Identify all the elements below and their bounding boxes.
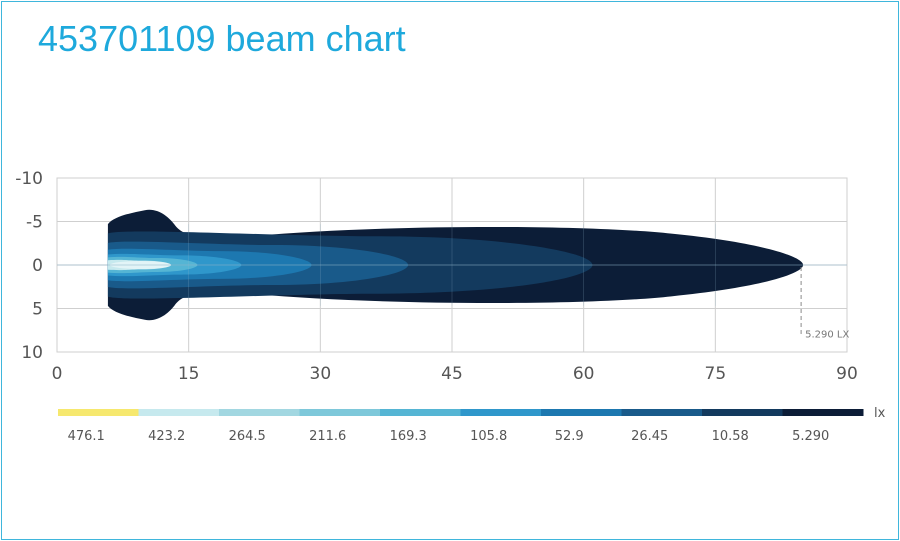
beam-pattern xyxy=(57,209,847,321)
legend-swatch xyxy=(299,409,381,416)
x-tick-label: 15 xyxy=(178,364,200,384)
legend-swatch xyxy=(702,409,783,416)
x-tick-label: 30 xyxy=(310,364,332,384)
x-tick-label: 45 xyxy=(441,364,463,384)
chart-title: 453701109 beam chart xyxy=(38,18,406,59)
legend-label: 476.1 xyxy=(68,429,105,444)
legend-label: 5.290 xyxy=(792,429,829,444)
legend-label: 264.5 xyxy=(229,429,266,444)
legend-swatch xyxy=(621,409,703,416)
legend-swatch xyxy=(58,409,139,416)
legend-unit-label: lx xyxy=(874,406,886,421)
x-tick-label: 90 xyxy=(836,364,858,384)
axes: 0 15 30 45 60 75 90 -10 -5 0 5 10 xyxy=(15,169,858,384)
annotation-label: 5.290 LX xyxy=(805,330,849,341)
y-tick-label: 10 xyxy=(21,343,43,363)
x-tick-label: 0 xyxy=(52,364,63,384)
legend-label: 26.45 xyxy=(631,429,668,444)
legend-swatch xyxy=(541,409,622,416)
x-tick-label: 75 xyxy=(705,364,727,384)
y-tick-label: 0 xyxy=(32,256,43,276)
legend-label: 105.8 xyxy=(470,429,507,444)
y-tick-label: 5 xyxy=(32,300,43,320)
legend-label: 423.2 xyxy=(148,429,185,444)
legend-swatch xyxy=(460,409,542,416)
x-tick-label: 60 xyxy=(573,364,595,384)
annotation: 5.290 LX xyxy=(800,267,849,341)
legend-swatch xyxy=(782,409,864,416)
legend-swatch xyxy=(380,409,461,416)
legend: lx 476.1 423.2 264.5 211.6 169.3 105.8 52.9 26.… xyxy=(58,406,886,444)
legend-label: 52.9 xyxy=(555,429,584,444)
y-tick-label: -5 xyxy=(26,213,43,233)
legend-label: 211.6 xyxy=(309,429,346,444)
legend-label: 169.3 xyxy=(390,429,427,444)
legend-swatch xyxy=(219,409,300,416)
legend-label: 10.58 xyxy=(712,429,749,444)
legend-swatch xyxy=(138,409,220,416)
y-tick-label: -10 xyxy=(15,169,43,189)
